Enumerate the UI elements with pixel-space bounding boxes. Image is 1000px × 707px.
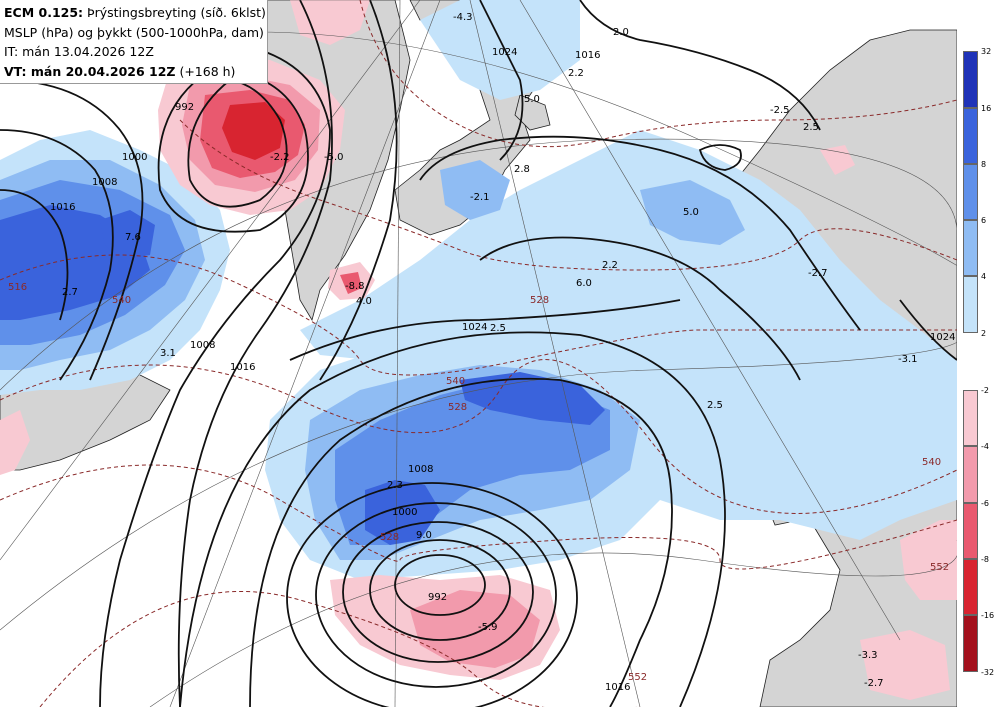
legend-swatch-rise-16 (963, 108, 978, 164)
legend-swatch-rise-4 (963, 276, 978, 333)
isobars (0, 0, 957, 707)
legend-label: -2 (981, 386, 989, 395)
change-value: 2.3 (387, 480, 403, 491)
legend-label: -8 (981, 555, 989, 564)
change-value: 2.2 (602, 260, 618, 271)
change-value: 3.1 (160, 348, 176, 359)
change-value: 2.7 (62, 287, 78, 298)
legend-label: -16 (981, 611, 995, 620)
title-line-3: IT: mán 13.04.2026 12Z (4, 44, 154, 59)
isobar-label: 1016 (605, 682, 630, 693)
pressure-fall-areas (0, 0, 957, 700)
isobar-label: 1024 (492, 47, 517, 58)
change-value: -5.0 (324, 152, 344, 163)
legend-label: 8 (981, 160, 987, 169)
isobar-label: 1008 (408, 464, 433, 475)
change-value: 2.0 (613, 27, 629, 38)
isobar-label: 992 (175, 102, 194, 113)
change-value: 5.0 (524, 94, 540, 105)
change-value: -2.7 (864, 678, 884, 689)
title-line-4: VT: mán 20.04.2026 12Z (+168 h) (4, 62, 267, 82)
title-model: ECM 0.125: (4, 5, 84, 20)
thickness-label: 516 (8, 282, 27, 293)
thickness-label: 540 (922, 457, 941, 468)
legend-swatch-fall-16 (963, 615, 978, 672)
valid-time: VT: mán 20.04.2026 12Z (4, 63, 176, 79)
thickness-label: 552 (930, 562, 949, 573)
pressure-change-values: -5.0 5.0 6.0 2.2 -2.5 2.5 -2.7 5.0 4.0 -… (62, 12, 918, 689)
title-box: ECM 0.125: Þrýstingsbreyting (síð. 6klst… (0, 0, 268, 84)
change-value: 2.8 (514, 164, 530, 175)
legend-label: 6 (981, 216, 987, 225)
change-value: 4.0 (356, 296, 372, 307)
change-value: 9.0 (416, 530, 432, 541)
change-value: -5.9 (478, 622, 498, 633)
title-line-2: MSLP (hPa) og þykkt (500-1000hPa, dam) (4, 24, 264, 40)
thickness-label: 528 (530, 295, 549, 306)
isobar-label: 1000 (392, 507, 417, 518)
change-value: 7.6 (125, 232, 141, 243)
legend-swatch-fall-8 (963, 559, 978, 615)
isobar-labels: 992 1000 1008 1016 1024 1008 1016 992 10… (50, 47, 955, 693)
isobar-label: 1000 (122, 152, 147, 163)
legend-swatch-fall-2 (963, 390, 978, 446)
title-field: Þrýstingsbreyting (síð. 6klst) (83, 5, 266, 20)
isobar-label: 992 (428, 592, 447, 603)
legend-swatch-fall-6 (963, 503, 978, 559)
legend-swatch-rise-8 (963, 164, 978, 220)
change-value: -8.8 (345, 281, 365, 292)
change-value: -4.3 (453, 12, 473, 23)
isobar-label: 1008 (190, 340, 215, 351)
isobar-label: 1024 (930, 332, 955, 343)
legend-label: 16 (981, 104, 992, 113)
change-value: -2.7 (808, 268, 828, 279)
lead-time: (+168 h) (175, 63, 236, 79)
change-value: -2.5 (770, 105, 790, 116)
change-value: 2.5 (707, 400, 723, 411)
change-value: 2.5 (803, 122, 819, 133)
legend-swatch-rise-6 (963, 220, 978, 276)
legend-label: 32 (981, 47, 992, 56)
legend-label: -32 (981, 668, 995, 677)
title-line-1: ECM 0.125: Þrýstingsbreyting (síð. 6klst… (4, 3, 267, 23)
thickness-label: 540 (112, 295, 131, 306)
change-value: 5.0 (683, 207, 699, 218)
legend-label: 4 (981, 272, 987, 281)
weather-map: 992 1000 1008 1016 1024 1008 1016 992 10… (0, 0, 957, 707)
thickness-label: 528 (448, 402, 467, 413)
thickness-label: 552 (628, 672, 647, 683)
thickness-label: 528 (380, 532, 399, 543)
svalbard-islands (514, 94, 551, 131)
change-value: -2.1 (470, 192, 490, 203)
thickness-labels: 516 540 528 552 528 540 540 528 552 (8, 282, 949, 683)
change-value: 2.5 (490, 323, 506, 334)
isobar-label: 1024 (462, 322, 487, 333)
isobar-label: 1016 (575, 50, 600, 61)
change-value: 2.2 (568, 68, 584, 79)
thickness-label: 540 (446, 376, 465, 387)
legend-label: -4 (981, 442, 989, 451)
change-value: 6.0 (576, 278, 592, 289)
legend-swatch-rise-32 (963, 51, 978, 108)
isobar-label: 1016 (50, 202, 75, 213)
legend-label: 2 (981, 329, 987, 338)
change-value: -3.1 (898, 354, 918, 365)
change-value: -2.2 (270, 152, 290, 163)
isobar-label: 1016 (230, 362, 255, 373)
isobar-label: 1008 (92, 177, 117, 188)
legend-swatch-fall-4 (963, 446, 978, 503)
change-value: -3.3 (858, 650, 878, 661)
legend-label: -6 (981, 499, 989, 508)
